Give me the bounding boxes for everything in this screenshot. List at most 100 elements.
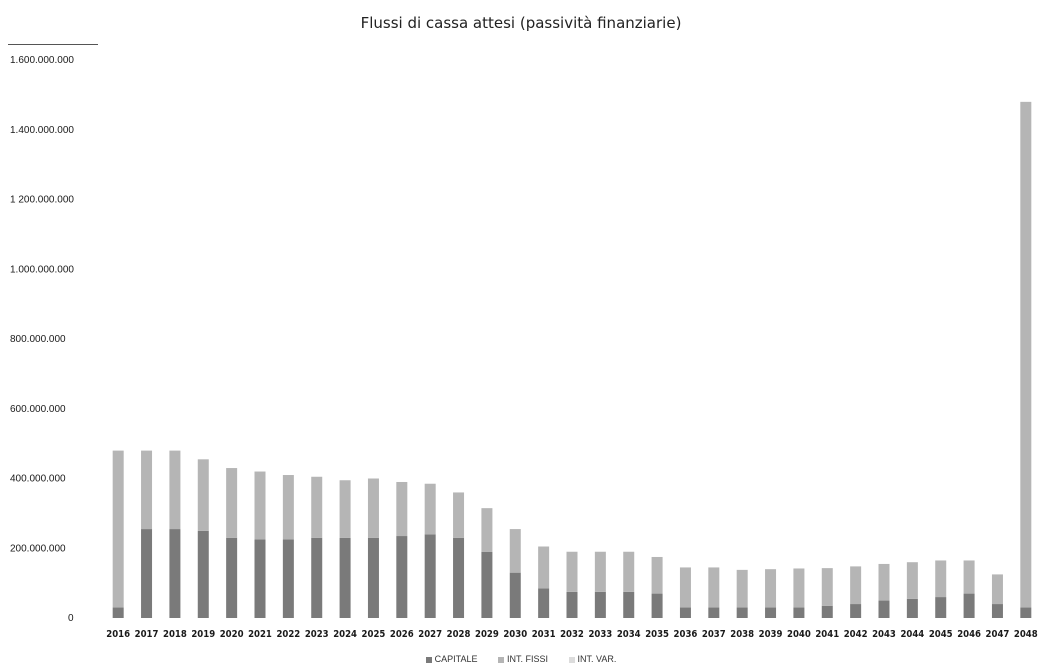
x-tick-label: 2017: [135, 629, 159, 640]
x-tick-label: 2026: [390, 629, 414, 640]
bar-int-fissi-2045: [935, 560, 947, 598]
bar-int-fissi-2048: [1020, 101, 1032, 608]
chart-title: Flussi di cassa attesi (passività finanz…: [360, 14, 682, 32]
y-tick-label: 600.000.000: [10, 404, 66, 415]
x-tick-label: 2031: [532, 629, 556, 640]
x-tick-label: 2018: [163, 629, 187, 640]
legend-item-int-var: INT. VAR.: [568, 654, 616, 664]
x-tick-label: 2033: [588, 629, 612, 640]
bar-capitale-2036: [679, 607, 691, 618]
bar-capitale-2042: [850, 604, 862, 618]
x-tick-label: 2046: [957, 629, 981, 640]
bar-capitale-2047: [991, 604, 1003, 618]
x-tick-label: 2030: [503, 629, 527, 640]
x-tick-label: 2025: [362, 629, 386, 640]
bar-int-fissi-2044: [906, 562, 918, 599]
bar-int-fissi-2019: [197, 459, 209, 531]
bar-capitale-2016: [112, 607, 124, 618]
bar-series: [112, 101, 1032, 618]
bar-int-fissi-2043: [878, 563, 890, 601]
x-tick-label: 2023: [305, 629, 329, 640]
bar-capitale-2039: [765, 607, 777, 618]
x-tick-label: 2048: [1014, 629, 1038, 640]
legend-item-capitale: CAPITALE: [425, 654, 478, 664]
x-tick-label: 2021: [248, 629, 272, 640]
bar-capitale-2027: [424, 534, 436, 618]
x-tick-label: 2036: [674, 629, 698, 640]
x-tick-label: 2016: [106, 629, 130, 640]
bar-capitale-2044: [906, 598, 918, 618]
y-tick-label: 1.000.000.000: [10, 264, 74, 275]
bar-int-fissi-2026: [396, 481, 408, 537]
bar-capitale-2048: [1020, 607, 1032, 618]
bar-capitale-2034: [623, 591, 635, 618]
x-tick-label: 2039: [759, 629, 783, 640]
y-tick-label: 1 200.000.000: [10, 195, 74, 206]
x-tick-label: 2040: [787, 629, 811, 640]
bar-capitale-2020: [226, 537, 238, 618]
y-tick-label: 1.400.000.000: [10, 125, 74, 136]
bar-int-fissi-2040: [793, 568, 805, 608]
x-tick-label: 2038: [730, 629, 754, 640]
bar-capitale-2038: [736, 607, 748, 618]
bar-capitale-2029: [481, 551, 493, 618]
top-rule: [8, 44, 98, 45]
bar-int-fissi-2022: [282, 475, 294, 540]
bar-capitale-2037: [708, 607, 720, 618]
bar-capitale-2023: [311, 537, 323, 618]
x-tick-label: 2024: [333, 629, 357, 640]
bar-int-fissi-2039: [765, 569, 777, 608]
x-tick-label: 2029: [475, 629, 499, 640]
bar-int-fissi-2030: [509, 529, 521, 573]
bar-int-fissi-2041: [821, 568, 833, 606]
bar-capitale-2043: [878, 600, 890, 618]
bar-int-fissi-2023: [311, 476, 323, 538]
bar-capitale-2024: [339, 537, 351, 618]
x-tick-label: 2044: [900, 629, 924, 640]
bar-int-fissi-2029: [481, 508, 493, 552]
x-tick-label: 2045: [929, 629, 953, 640]
bar-int-fissi-2017: [141, 450, 153, 530]
legend-swatch: [568, 656, 575, 663]
bar-capitale-2018: [169, 529, 181, 618]
bar-int-fissi-2034: [623, 551, 635, 592]
x-tick-label: 2043: [872, 629, 896, 640]
bar-int-fissi-2027: [424, 483, 436, 535]
bar-int-fissi-2047: [991, 574, 1003, 605]
bar-int-fissi-2037: [708, 567, 720, 608]
bar-capitale-2041: [821, 605, 833, 618]
bar-int-fissi-2035: [651, 556, 663, 594]
x-tick-label: 2037: [702, 629, 726, 640]
bar-int-fissi-2036: [679, 567, 691, 608]
bar-capitale-2033: [594, 591, 606, 618]
legend: CAPITALE INT. FISSI INT. VAR.: [0, 654, 1042, 664]
y-tick-label: 200.000.000: [10, 543, 66, 554]
x-tick-label: 2020: [220, 629, 244, 640]
bar-capitale-2040: [793, 607, 805, 618]
x-tick-label: 2028: [447, 629, 471, 640]
legend-item-int-fissi: INT. FISSI: [498, 654, 548, 664]
bar-capitale-2017: [141, 529, 153, 618]
bar-int-fissi-2033: [594, 551, 606, 592]
x-tick-label: 2019: [191, 629, 215, 640]
y-tick-label: 0: [68, 613, 74, 624]
legend-label: CAPITALE: [434, 654, 478, 664]
bar-capitale-2031: [538, 588, 550, 618]
bar-capitale-2045: [935, 597, 947, 618]
bar-int-fissi-2031: [538, 546, 550, 589]
bar-int-fissi-2021: [254, 471, 266, 540]
x-axis: 2016 2017 2018 2019 2020 2021 2022 2023 2024 2025…: [106, 629, 1037, 640]
bar-int-fissi-2042: [850, 566, 862, 605]
bar-int-fissi-2020: [226, 468, 238, 538]
y-axis: 0 200.000.000 400.000.000 600.000.000 800.00…: [10, 55, 74, 624]
legend-label: INT. FISSI: [507, 654, 549, 664]
bar-int-fissi-2024: [339, 480, 351, 538]
bar-capitale-2021: [254, 539, 266, 618]
y-tick-label: 800.000.000: [10, 334, 66, 345]
bar-capitale-2030: [509, 572, 521, 618]
bar-int-fissi-2018: [169, 450, 181, 530]
legend-swatch: [425, 656, 432, 663]
bar-int-fissi-2046: [963, 560, 975, 594]
bar-int-fissi-2038: [736, 569, 748, 608]
